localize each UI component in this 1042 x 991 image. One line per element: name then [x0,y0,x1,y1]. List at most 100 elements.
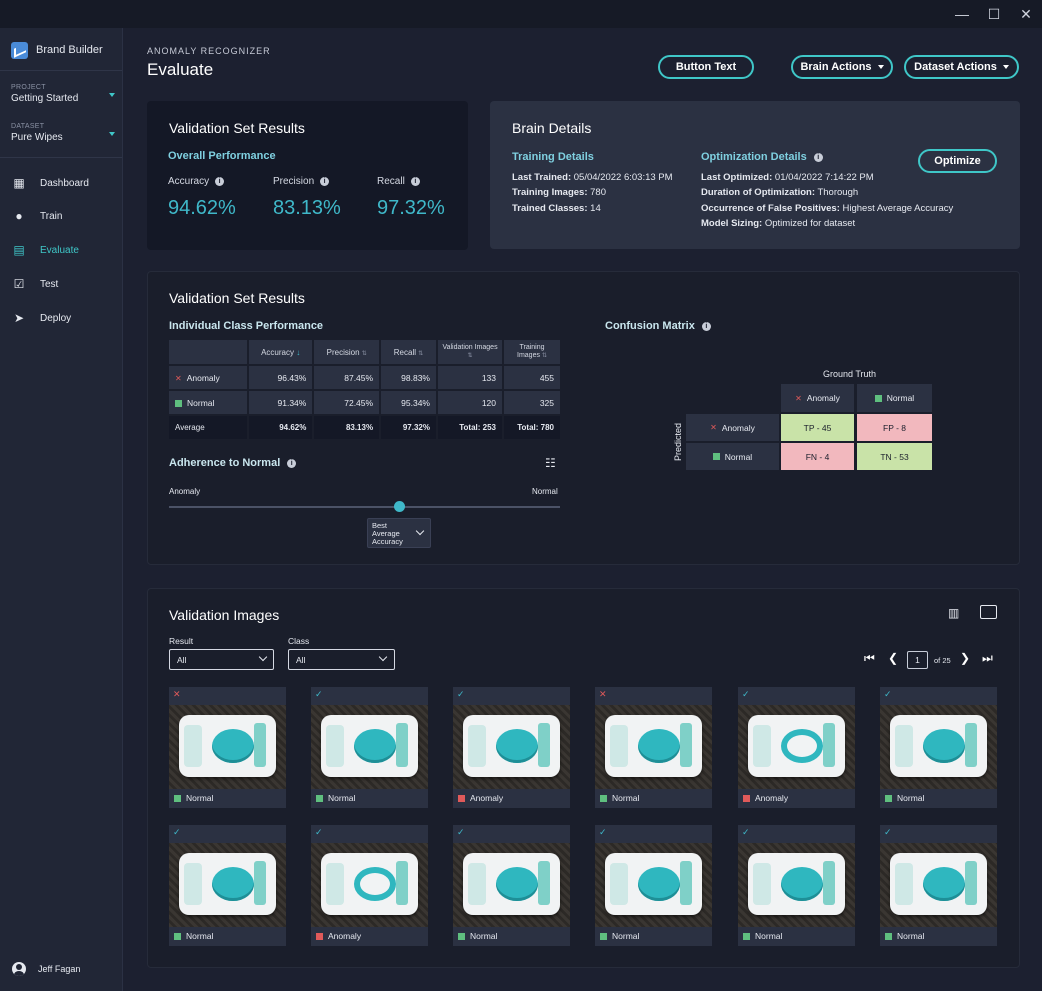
overall-results-card [147,101,468,250]
kv-key: Last Optimized: [701,172,773,183]
image-thumbnail[interactable]: ✓ Normal [453,825,570,946]
page-title: Evaluate [147,60,214,79]
table-header[interactable]: Accuracy ↓ [249,340,313,364]
sort-icon: ⇅ [418,350,424,357]
sidebar-item-dashboard[interactable]: ▦ Dashboard [0,169,122,197]
info-icon[interactable]: i [287,458,297,468]
class-filter-label: Class [288,636,310,646]
sidebar-item-evaluate[interactable]: ▤ Evaluate [0,236,122,264]
sidebar-item-train[interactable]: ● Train [0,202,122,230]
table-header[interactable]: Validation Images ⇅ [438,340,502,364]
result-filter-dropdown[interactable]: All [169,649,274,670]
image-thumbnail[interactable]: ✓ Normal [311,687,428,808]
first-page-icon[interactable]: ⏮ [864,651,875,665]
lid-shape [354,867,396,901]
user-profile[interactable]: Jeff Fagan [12,962,80,976]
image-thumbnail[interactable]: ✕ Normal [595,687,712,808]
project-value: Getting Started [11,93,79,104]
info-icon[interactable]: i [320,177,330,186]
false-positives: Occurrence of False Positives: Highest A… [701,203,953,214]
image-thumbnail[interactable]: ✕ Normal [169,687,286,808]
table-header[interactable]: Precision ⇅ [314,340,380,364]
table-cell: 83.13% [314,416,380,439]
next-page-icon[interactable]: ❯ [960,651,971,665]
training-details-title: Training Details [512,151,594,163]
adherence-title: Adherence to Normal i [169,457,297,469]
package-shape [748,853,845,915]
col-normal-header: Normal [857,384,932,412]
list-view-icon[interactable]: ▥ [948,606,960,620]
minimize-icon[interactable]: — [955,6,969,22]
table-header[interactable]: Recall ⇅ [381,340,436,364]
image-thumbnail[interactable]: ✓ Anomaly [453,687,570,808]
image-thumbnail[interactable]: ✓ Normal [880,687,997,808]
label-text: Normal [328,793,356,803]
info-icon[interactable]: i [813,152,823,162]
label-text: Normal [755,931,783,941]
class-filter-dropdown[interactable]: All [288,649,395,670]
check-icon: ✓ [742,827,750,837]
header-text: Anomaly [721,422,755,433]
image-thumbnail[interactable]: ✓ Anomaly [738,687,855,808]
sliders-icon[interactable]: ☷ [545,456,556,470]
image-thumbnail[interactable]: ✓ Anomaly [311,825,428,946]
normal-icon [175,399,182,407]
sidebar-item-label: Dashboard [40,177,89,189]
close-icon[interactable]: ✕ [1020,6,1032,22]
check-icon: ✓ [457,689,465,699]
table-cell: 325 [504,391,560,414]
lid-shape [923,729,965,763]
label-text: Anomaly [755,793,789,803]
dataset-actions-button[interactable]: Dataset Actions [904,55,1019,79]
caret-down-icon [877,65,884,69]
table-header[interactable]: Training Images ⇅ [504,340,560,364]
image-thumbnail[interactable]: ✓ Normal [738,825,855,946]
true-negative-cell: TN - 53 [857,443,932,470]
button-text-button[interactable]: Button Text [658,55,754,79]
lid-shape [212,867,254,901]
previous-page-icon[interactable]: ❮ [888,651,899,665]
lid-shape [638,867,680,901]
lid-shape [923,867,965,901]
row-normal-header: Normal [686,443,779,470]
image-thumbnail[interactable]: ✓ Normal [880,825,997,946]
lid-shape [212,729,254,763]
page-number-input[interactable]: 1 [907,651,928,669]
info-icon[interactable]: i [410,177,420,186]
header-label: Accuracy [261,347,294,357]
image-thumbnail[interactable]: ✓ Normal [595,825,712,946]
maximize-icon[interactable]: ☐ [987,6,1001,22]
package-shape [890,715,987,777]
last-trained: Last Trained: 05/04/2022 6:03:13 PM [512,172,673,183]
project-select[interactable]: PROJECT Getting Started [11,84,115,104]
info-icon[interactable]: i [215,177,225,186]
check-icon: ✓ [457,827,465,837]
user-icon [12,962,26,976]
label-text: Normal [470,931,498,941]
thumbnail-label: Normal [174,931,213,941]
dataset-select[interactable]: DATASET Pure Wipes [11,123,115,143]
wipes-package-image [738,843,855,927]
optimize-button[interactable]: Optimize [918,149,997,173]
lid-shape [781,729,823,763]
adherence-preset-dropdown[interactable]: Best Average Accuracy [367,518,431,548]
ground-truth-label: Ground Truth [823,369,877,379]
table-cell: 98.83% [381,366,436,389]
table-cell: ✕ Anomaly [169,366,247,389]
info-icon[interactable]: i [701,321,711,331]
optimization-title-text: Optimization Details [701,151,807,163]
header-text: Anomaly [806,393,840,403]
image-thumbnail[interactable]: ✓ Normal [169,825,286,946]
adherence-slider-handle[interactable] [394,501,406,512]
sidebar-item-test[interactable]: ☑ Test [0,270,122,298]
brain-actions-button[interactable]: Brain Actions [791,55,893,79]
anomaly-icon: ✕ [175,373,182,383]
sidebar-item-deploy[interactable]: ➤ Deploy [0,304,122,332]
adherence-slider-track[interactable] [169,506,560,508]
last-page-icon[interactable]: ⏭ [982,651,993,665]
fullscreen-icon[interactable] [980,605,997,619]
app-brand: Brand Builder [11,40,103,60]
table-row: Normal 91.34% 72.45% 95.34% 120 325 [169,391,560,414]
lightbulb-icon: ● [15,209,23,223]
kv-value: Optimized for dataset [764,218,856,229]
